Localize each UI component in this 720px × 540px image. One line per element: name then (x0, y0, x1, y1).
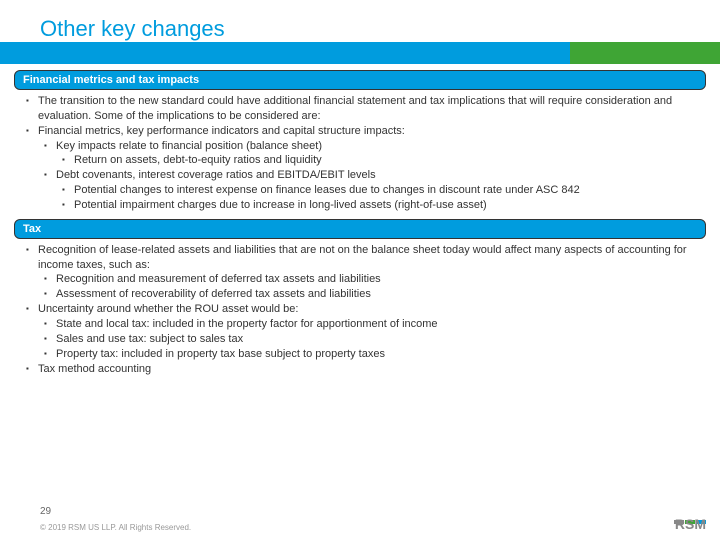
stripe-green (570, 42, 720, 64)
section-list-financial: The transition to the new standard could… (14, 94, 706, 213)
section-header-tax: Tax (14, 219, 706, 239)
logo-dots (673, 511, 706, 515)
list-item: Potential changes to interest expense on… (68, 183, 706, 198)
list-item: Key impacts relate to financial position… (50, 139, 706, 169)
header-stripe (0, 42, 720, 64)
list-text: Assessment of recoverability of deferred… (56, 288, 371, 300)
list-text: Sales and use tax: subject to sales tax (56, 333, 243, 345)
list-text: The transition to the new standard could… (38, 95, 672, 122)
list-text: Tax method accounting (38, 363, 151, 375)
list-text: Uncertainty around whether the ROU asset… (38, 303, 298, 315)
list-text: Potential changes to interest expense on… (74, 184, 580, 196)
list-text: Recognition and measurement of deferred … (56, 273, 381, 285)
page-title: Other key changes (40, 16, 225, 42)
page-number: 29 (40, 506, 706, 517)
list-item: Tax method accounting (32, 362, 706, 377)
section-header-financial: Financial metrics and tax impacts (14, 70, 706, 90)
list-text: Recognition of lease-related assets and … (38, 244, 687, 271)
list-text: Return on assets, debt-to-equity ratios … (74, 154, 322, 166)
list-item: Potential impairment charges due to incr… (68, 198, 706, 213)
list-item: Return on assets, debt-to-equity ratios … (68, 153, 706, 168)
list-item: Uncertainty around whether the ROU asset… (32, 302, 706, 361)
list-item: Recognition and measurement of deferred … (50, 272, 706, 287)
list-item: Property tax: included in property tax b… (50, 347, 706, 362)
logo-text: RSM (673, 516, 706, 532)
content-area: Financial metrics and tax impacts The tr… (14, 70, 706, 376)
list-item: Debt covenants, interest coverage ratios… (50, 168, 706, 213)
stripe-blue (0, 42, 570, 64)
list-text: Key impacts relate to financial position… (56, 140, 322, 152)
list-text: Property tax: included in property tax b… (56, 348, 385, 360)
list-item: State and local tax: included in the pro… (50, 317, 706, 332)
rsm-logo: RSM (673, 511, 706, 532)
list-item: Financial metrics, key performance indic… (32, 124, 706, 213)
list-item: The transition to the new standard could… (32, 94, 706, 124)
list-item: Assessment of recoverability of deferred… (50, 287, 706, 302)
section-list-tax: Recognition of lease-related assets and … (14, 243, 706, 377)
copyright: © 2019 RSM US LLP. All Rights Reserved. (40, 523, 706, 532)
list-text: Debt covenants, interest coverage ratios… (56, 169, 376, 181)
footer: 29 © 2019 RSM US LLP. All Rights Reserve… (40, 506, 706, 532)
list-item: Sales and use tax: subject to sales tax (50, 332, 706, 347)
list-text: Potential impairment charges due to incr… (74, 199, 487, 211)
list-text: State and local tax: included in the pro… (56, 318, 438, 330)
list-item: Recognition of lease-related assets and … (32, 243, 706, 302)
list-text: Financial metrics, key performance indic… (38, 125, 405, 137)
